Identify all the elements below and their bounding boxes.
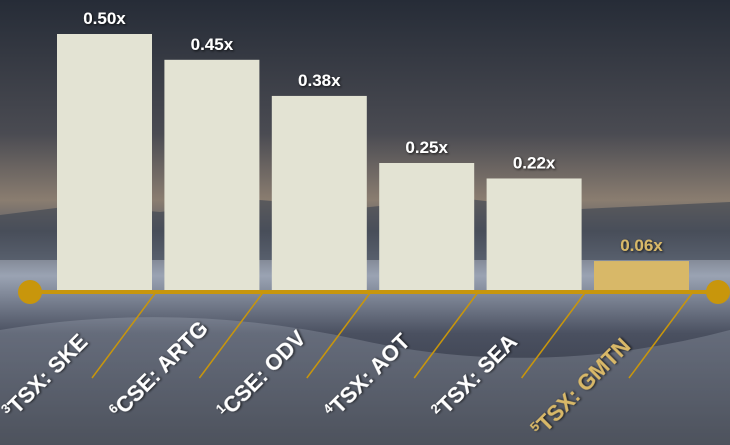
value-label: 0.06x: [620, 236, 663, 255]
leader-line: [198, 291, 265, 379]
value-label: 0.25x: [405, 138, 448, 157]
axis-end: [18, 280, 42, 304]
leader-line: [628, 291, 694, 379]
bar: [594, 261, 689, 292]
bar: [164, 59, 260, 292]
bar: [57, 34, 152, 292]
bar: [379, 163, 475, 292]
leader-line: [306, 291, 372, 379]
leader-line: [91, 291, 157, 379]
value-label: 0.38x: [298, 71, 341, 90]
snow: [0, 317, 730, 445]
leader-line: [413, 291, 479, 379]
bar: [271, 95, 367, 292]
bar: [486, 178, 582, 292]
axis-end: [706, 280, 730, 304]
value-label: 0.45x: [191, 35, 234, 54]
value-label: 0.50x: [83, 9, 126, 28]
value-label: 0.22x: [513, 153, 556, 172]
leader-line: [520, 291, 587, 379]
